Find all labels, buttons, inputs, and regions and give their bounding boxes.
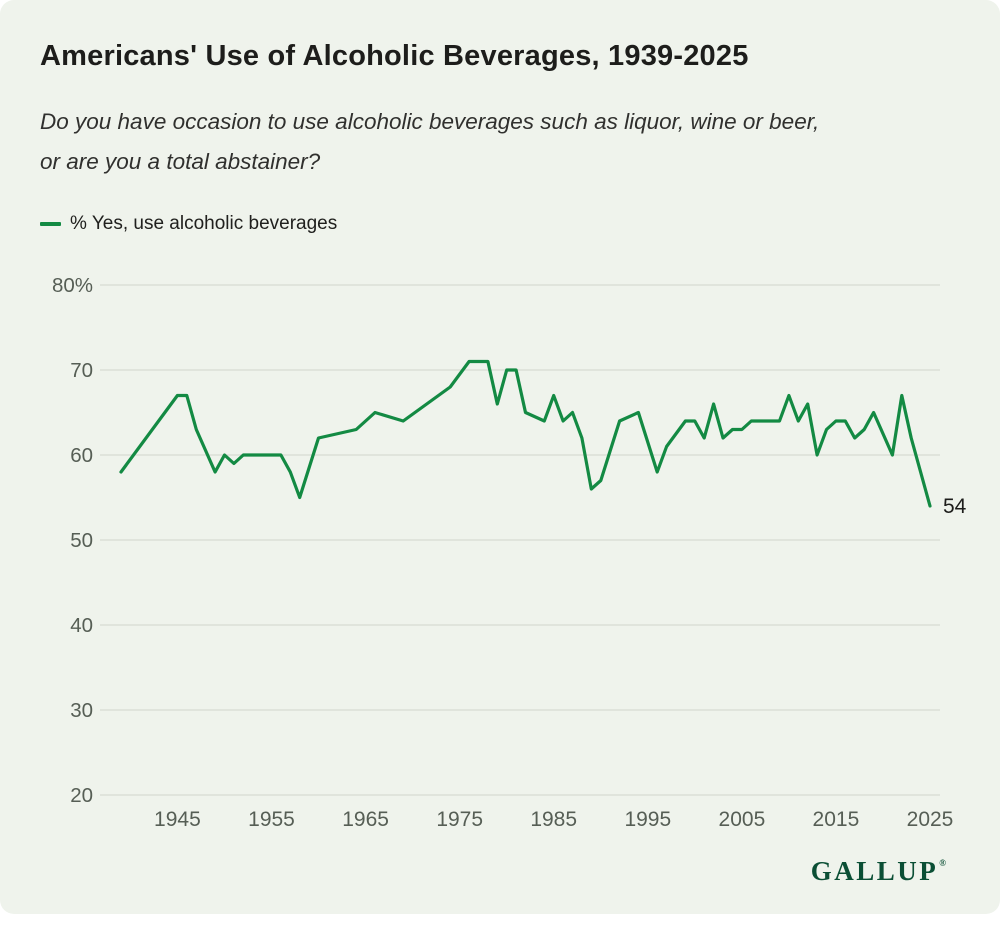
y-axis-tick-label: 30	[70, 699, 93, 722]
x-axis-tick-label: 1945	[154, 808, 201, 831]
y-axis-tick-label: 70	[70, 359, 93, 382]
x-axis-tick-label: 1995	[624, 808, 671, 831]
x-axis-tick-label: 1985	[530, 808, 577, 831]
gallup-wordmark: GALLUP	[810, 856, 939, 886]
y-axis-tick-label: 40	[70, 614, 93, 637]
x-axis-tick-label: 1955	[248, 808, 295, 831]
y-axis-tick-label: 50	[70, 529, 93, 552]
x-axis-tick-label: 2015	[813, 808, 860, 831]
subtitle-line-1: Do you have occasion to use alcoholic be…	[40, 109, 820, 134]
y-axis-tick-label: 80%	[52, 274, 93, 297]
legend: % Yes, use alcoholic beverages	[40, 213, 337, 235]
chart-subtitle: Do you have occasion to use alcoholic be…	[40, 102, 970, 182]
gallup-logo: GALLUP®	[811, 856, 946, 887]
x-axis-tick-label: 2005	[719, 808, 766, 831]
x-axis-tick-label: 1965	[342, 808, 389, 831]
end-value-label: 54	[943, 495, 967, 518]
y-axis-tick-label: 60	[70, 444, 93, 467]
legend-line-swatch	[40, 222, 61, 226]
y-axis-tick-label: 20	[70, 784, 93, 807]
trend-line	[119, 359, 932, 508]
x-axis-tick-label: 2025	[907, 808, 954, 831]
registered-trademark-symbol: ®	[939, 858, 946, 868]
legend-label: % Yes, use alcoholic beverages	[70, 213, 338, 234]
page-title: Americans' Use of Alcoholic Beverages, 1…	[40, 40, 749, 72]
subtitle-line-2: or are you a total abstainer?	[40, 149, 321, 174]
x-axis-tick-label: 1975	[436, 808, 483, 831]
